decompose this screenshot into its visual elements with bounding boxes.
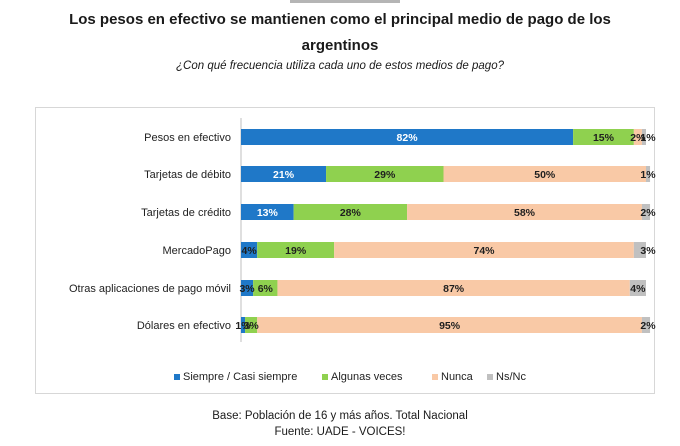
- category-label-pesos-en-efectivo: Pesos en efectivo: [144, 132, 231, 144]
- data-label-algunas-veces-otras-aplicaciones-de-pago-movil: 6%: [258, 283, 274, 295]
- bar-ns-nc-mercadopago: [633, 242, 646, 258]
- data-label-algunas-veces-mercadopago: 19%: [285, 245, 307, 257]
- top-divider: [290, 0, 400, 3]
- bar-ns-nc-tarjetas-de-credito: [641, 204, 651, 220]
- bar-siempre-casi-siempre-pesos-en-efectivo: [241, 129, 574, 145]
- legend-label-algunas-veces: Algunas veces: [331, 371, 403, 383]
- bar-algunas-veces-pesos-en-efectivo: [573, 129, 634, 145]
- data-label-nunca-tarjetas-de-debito: 50%: [534, 169, 556, 181]
- legend-label-nunca: Nunca: [441, 371, 474, 383]
- data-label-siempre-casi-siempre-tarjetas-de-debito: 21%: [273, 169, 295, 181]
- data-label-ns-nc-otras-aplicaciones-de-pago-movil: 4%: [630, 283, 646, 295]
- legend-swatch-siempre-casi-siempre: [174, 374, 180, 380]
- bar-ns-nc-tarjetas-de-debito: [646, 166, 651, 182]
- bar-ns-nc-otras-aplicaciones-de-pago-movil: [629, 280, 646, 296]
- bar-nunca-mercadopago: [334, 242, 634, 258]
- bar-siempre-casi-siempre-tarjetas-de-credito: [241, 204, 294, 220]
- legend-label-siempre-casi-siempre: Siempre / Casi siempre: [183, 371, 297, 383]
- data-label-siempre-casi-siempre-tarjetas-de-credito: 13%: [257, 207, 279, 219]
- bar-siempre-casi-siempre-mercadopago: [241, 242, 258, 258]
- data-label-algunas-veces-tarjetas-de-credito: 28%: [340, 207, 362, 219]
- data-label-ns-nc-tarjetas-de-debito: 1%: [640, 169, 656, 181]
- bar-algunas-veces-mercadopago: [257, 242, 335, 258]
- data-label-ns-nc-pesos-en-efectivo: 1%: [640, 132, 656, 144]
- category-label-otras-aplicaciones-de-pago-movil: Otras aplicaciones de pago móvil: [69, 283, 231, 295]
- legend-swatch-ns-nc: [487, 374, 493, 380]
- bar-algunas-veces-tarjetas-de-debito: [326, 166, 444, 182]
- bar-ns-nc-dolares-en-efectivo: [641, 317, 651, 333]
- chart-frame: [35, 107, 655, 394]
- data-label-algunas-veces-pesos-en-efectivo: 15%: [593, 132, 615, 144]
- bar-siempre-casi-siempre-otras-aplicaciones-de-pago-movil: [241, 280, 254, 296]
- data-label-nunca-pesos-en-efectivo: 2%: [630, 132, 646, 144]
- footer-base: Base: Población de 16 y más años. Total …: [212, 410, 468, 422]
- data-label-ns-nc-mercadopago: 3%: [640, 245, 656, 257]
- data-label-algunas-veces-tarjetas-de-debito: 29%: [374, 169, 396, 181]
- legend-swatch-algunas-veces: [322, 374, 328, 380]
- data-label-siempre-casi-siempre-otras-aplicaciones-de-pago-movil: 3%: [239, 283, 255, 295]
- category-label-tarjetas-de-credito: Tarjetas de crédito: [141, 207, 231, 219]
- bar-nunca-tarjetas-de-credito: [407, 204, 642, 220]
- data-label-siempre-casi-siempre-mercadopago: 4%: [242, 245, 258, 257]
- category-label-dolares-en-efectivo: Dólares en efectivo: [137, 320, 231, 332]
- data-label-nunca-dolares-en-efectivo: 95%: [439, 320, 461, 332]
- bar-algunas-veces-otras-aplicaciones-de-pago-movil: [253, 280, 278, 296]
- footer-source: Fuente: UADE - VOICES!: [274, 426, 406, 438]
- bar-nunca-pesos-en-efectivo: [633, 129, 642, 145]
- category-label-tarjetas-de-debito: Tarjetas de débito: [144, 169, 231, 181]
- chart-title-line-2: argentinos: [301, 37, 379, 54]
- legend-swatch-nunca: [432, 374, 438, 380]
- data-label-nunca-mercadopago: 74%: [473, 245, 495, 257]
- bar-algunas-veces-tarjetas-de-credito: [293, 204, 408, 220]
- data-label-ns-nc-tarjetas-de-credito: 2%: [640, 207, 656, 219]
- bar-siempre-casi-siempre-tarjetas-de-debito: [241, 166, 327, 182]
- legend-label-ns-nc: Ns/Nc: [496, 371, 526, 383]
- bar-siempre-casi-siempre-dolares-en-efectivo: [241, 317, 246, 333]
- data-label-nunca-otras-aplicaciones-de-pago-movil: 87%: [443, 283, 465, 295]
- bar-algunas-veces-dolares-en-efectivo: [245, 317, 258, 333]
- bar-nunca-dolares-en-efectivo: [257, 317, 642, 333]
- chart-subtitle: ¿Con qué frecuencia utiliza cada uno de …: [176, 60, 504, 72]
- chart-title-line-1: Los pesos en efectivo se mantienen como …: [69, 11, 611, 28]
- data-label-siempre-casi-siempre-pesos-en-efectivo: 82%: [397, 132, 419, 144]
- data-label-nunca-tarjetas-de-credito: 58%: [514, 207, 536, 219]
- data-label-ns-nc-dolares-en-efectivo: 2%: [640, 320, 656, 332]
- bar-ns-nc-pesos-en-efectivo: [641, 129, 646, 145]
- data-label-siempre-casi-siempre-dolares-en-efectivo: 1%: [235, 320, 251, 332]
- category-label-mercadopago: MercadoPago: [163, 245, 232, 257]
- bar-nunca-tarjetas-de-debito: [443, 166, 646, 182]
- bar-nunca-otras-aplicaciones-de-pago-movil: [277, 280, 630, 296]
- data-label-algunas-veces-dolares-en-efectivo: 3%: [244, 320, 260, 332]
